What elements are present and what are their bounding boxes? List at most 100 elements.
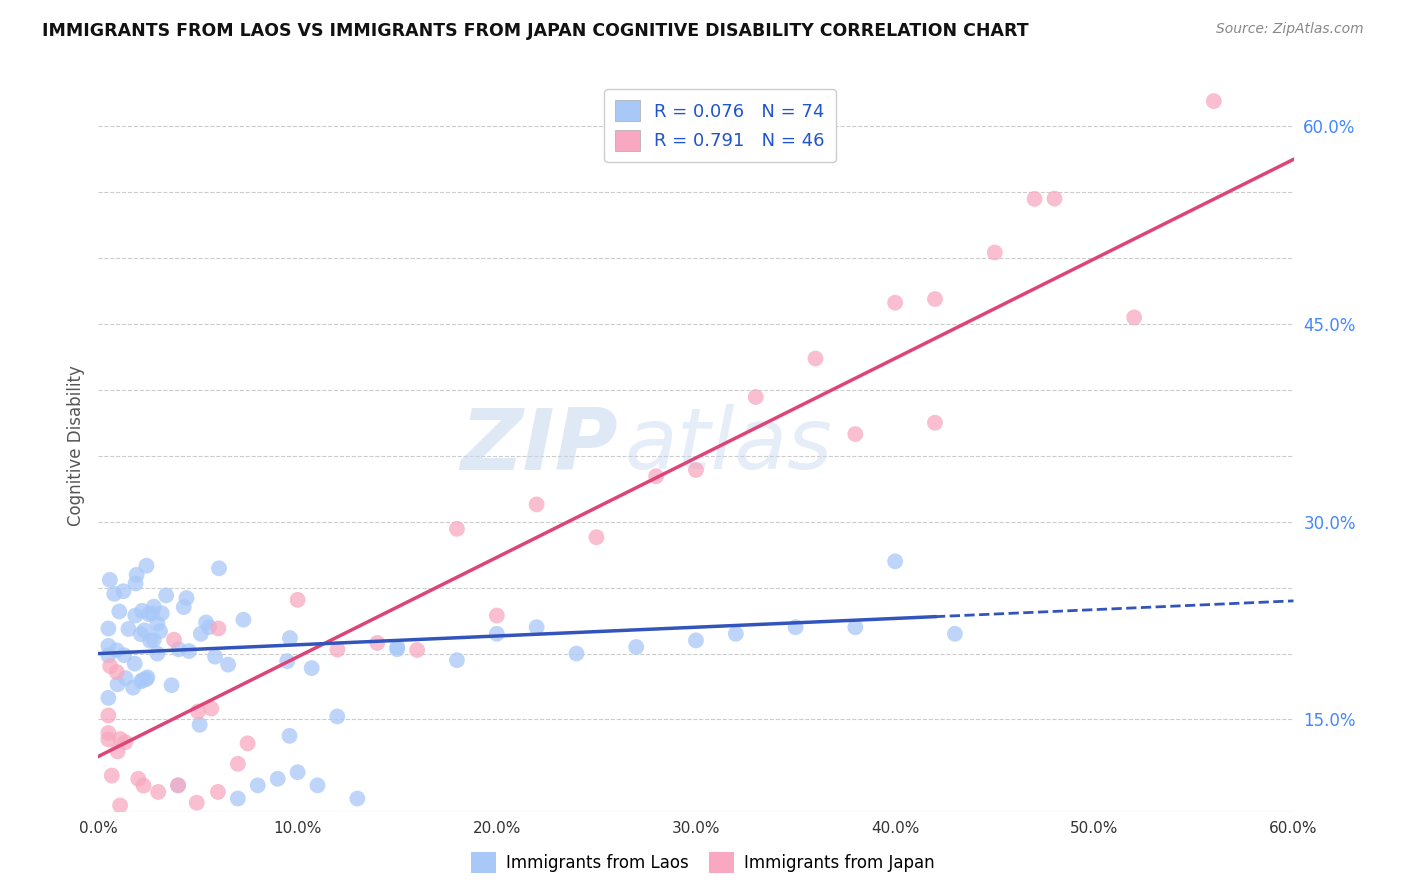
Point <box>187 705 209 719</box>
Text: Source: ZipAtlas.com: Source: ZipAtlas.com <box>1216 22 1364 37</box>
Y-axis label: Cognitive Disability: Cognitive Disability <box>66 366 84 526</box>
Point <box>485 627 508 641</box>
Point <box>326 642 349 657</box>
Point <box>107 677 129 691</box>
Point <box>276 654 298 668</box>
Point <box>97 648 120 663</box>
Point <box>163 632 186 647</box>
Point <box>685 463 707 477</box>
Point <box>107 744 129 758</box>
Point <box>1024 192 1046 206</box>
Point <box>134 624 156 638</box>
Point <box>195 615 218 630</box>
Point <box>804 351 827 366</box>
Point <box>131 604 153 618</box>
Point <box>724 627 747 641</box>
Point <box>98 659 121 673</box>
Point <box>346 791 368 805</box>
Point <box>585 530 607 544</box>
Point <box>236 736 259 750</box>
Point <box>124 657 146 671</box>
Point <box>188 718 211 732</box>
Legend: Immigrants from Laos, Immigrants from Japan: Immigrants from Laos, Immigrants from Ja… <box>464 846 942 880</box>
Text: atlas: atlas <box>624 404 832 488</box>
Point <box>626 640 648 654</box>
Point <box>278 729 301 743</box>
Point <box>167 778 190 792</box>
Point <box>132 779 155 793</box>
Point <box>160 678 183 692</box>
Point <box>565 647 588 661</box>
Point <box>112 648 135 663</box>
Point <box>124 608 146 623</box>
Point <box>1043 192 1066 206</box>
Point <box>148 785 170 799</box>
Point <box>207 622 229 636</box>
Point <box>208 561 231 575</box>
Point <box>645 469 668 483</box>
Point <box>226 791 249 805</box>
Point <box>105 665 128 679</box>
Point <box>267 772 290 786</box>
Point <box>142 633 165 648</box>
Text: ZIP: ZIP <box>461 404 619 488</box>
Point <box>114 735 136 749</box>
Point <box>326 709 349 723</box>
Point <box>745 390 768 404</box>
Point <box>108 605 131 619</box>
Point <box>138 607 160 621</box>
Point <box>385 640 409 654</box>
Point <box>190 627 212 641</box>
Point <box>97 622 120 636</box>
Point <box>226 756 249 771</box>
Point <box>167 778 190 792</box>
Point <box>155 588 177 602</box>
Point <box>307 778 329 792</box>
Point <box>136 670 159 684</box>
Point <box>385 642 409 657</box>
Point <box>200 701 222 715</box>
Point <box>685 633 707 648</box>
Point <box>135 672 157 686</box>
Point <box>526 498 548 512</box>
Text: IMMIGRANTS FROM LAOS VS IMMIGRANTS FROM JAPAN COGNITIVE DISABILITY CORRELATION C: IMMIGRANTS FROM LAOS VS IMMIGRANTS FROM … <box>42 22 1029 40</box>
Point <box>924 292 946 306</box>
Point <box>141 606 163 620</box>
Point <box>146 647 169 661</box>
Point <box>177 644 200 658</box>
Point <box>127 772 149 786</box>
Point <box>204 649 226 664</box>
Point <box>287 592 309 607</box>
Point <box>366 636 388 650</box>
Point <box>135 558 157 573</box>
Point <box>884 554 907 568</box>
Point <box>287 765 309 780</box>
Point <box>146 616 169 631</box>
Point <box>132 673 155 687</box>
Point <box>167 642 190 657</box>
Point <box>101 822 124 836</box>
Point <box>125 567 148 582</box>
Point <box>446 522 468 536</box>
Point <box>104 838 127 853</box>
Point <box>446 653 468 667</box>
Point <box>103 587 125 601</box>
Point <box>984 245 1007 260</box>
Point <box>246 778 269 792</box>
Point <box>97 639 120 653</box>
Point <box>232 613 254 627</box>
Point <box>97 833 120 847</box>
Point <box>98 573 121 587</box>
Point <box>149 624 172 639</box>
Point <box>884 295 907 310</box>
Point <box>142 599 165 614</box>
Point <box>97 708 120 723</box>
Point <box>173 600 195 615</box>
Point <box>176 591 198 605</box>
Point <box>98 821 121 835</box>
Point <box>924 416 946 430</box>
Point <box>139 633 162 648</box>
Point <box>108 798 131 813</box>
Point <box>150 607 173 621</box>
Point <box>217 657 239 672</box>
